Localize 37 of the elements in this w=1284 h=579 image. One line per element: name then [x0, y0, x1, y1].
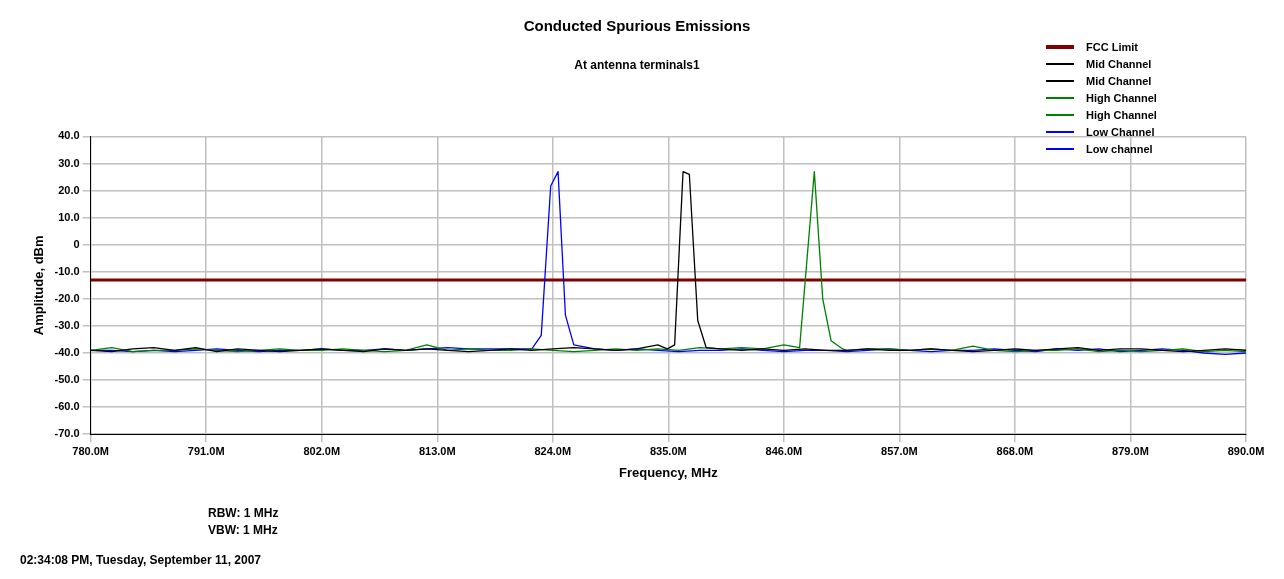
x-tick-label: 890.0M	[1227, 444, 1265, 457]
chart-subtitle: At antenna terminals1	[574, 57, 701, 72]
text: 02:34:08 PM, Tuesday, September 11, 2007	[20, 553, 262, 567]
text: VBW: 1 MHz	[208, 523, 278, 537]
y-tick-label: -60.0	[54, 400, 80, 413]
legend-label: Mid Channel	[1086, 57, 1152, 70]
x-tick-label: 791.0M	[187, 444, 225, 457]
x-tick-label: 857.0M	[881, 444, 918, 457]
y-tick-label: -70.0	[54, 427, 80, 440]
x-tick-label: 846.0M	[765, 444, 803, 457]
x-tick-label: 868.0M	[996, 444, 1034, 457]
x-tick-label: 835.0M	[649, 444, 687, 457]
y-tick-label: 40.0	[58, 129, 80, 142]
x-tick-label: 802.0M	[303, 444, 341, 457]
y-tick-label: 30.0	[58, 156, 80, 169]
x-tick-label: 879.0M	[1112, 444, 1149, 457]
text: RBW: 1 MHz	[208, 506, 279, 520]
legend-label: Mid Channel	[1086, 74, 1152, 87]
y-tick-label: 0	[73, 237, 80, 250]
x-tick-label: 780.0M	[72, 444, 110, 457]
y-tick-label: -30.0	[54, 318, 80, 331]
y-tick-label: 20.0	[58, 183, 80, 196]
x-tick-label: 824.0M	[534, 444, 572, 457]
y-axis-title: Amplitude, dBm	[31, 235, 47, 336]
y-tick-label: -40.0	[54, 346, 80, 359]
x-tick-label: 813.0M	[418, 444, 456, 457]
legend-label: High Channel	[1086, 91, 1157, 104]
y-tick-label: -20.0	[54, 291, 80, 304]
y-tick-label: 10.0	[58, 210, 80, 223]
legend-label: FCC Limit	[1086, 40, 1138, 53]
legend-label: Low channel	[1086, 142, 1153, 155]
legend-label: Low Channel	[1086, 125, 1155, 138]
legend-label: High Channel	[1086, 108, 1157, 121]
y-tick-label: -50.0	[54, 373, 80, 386]
y-tick-label: -10.0	[54, 264, 80, 277]
chart-title: Conducted Spurious Emissions	[523, 17, 751, 35]
x-axis-title: Frequency, MHz	[618, 464, 719, 480]
